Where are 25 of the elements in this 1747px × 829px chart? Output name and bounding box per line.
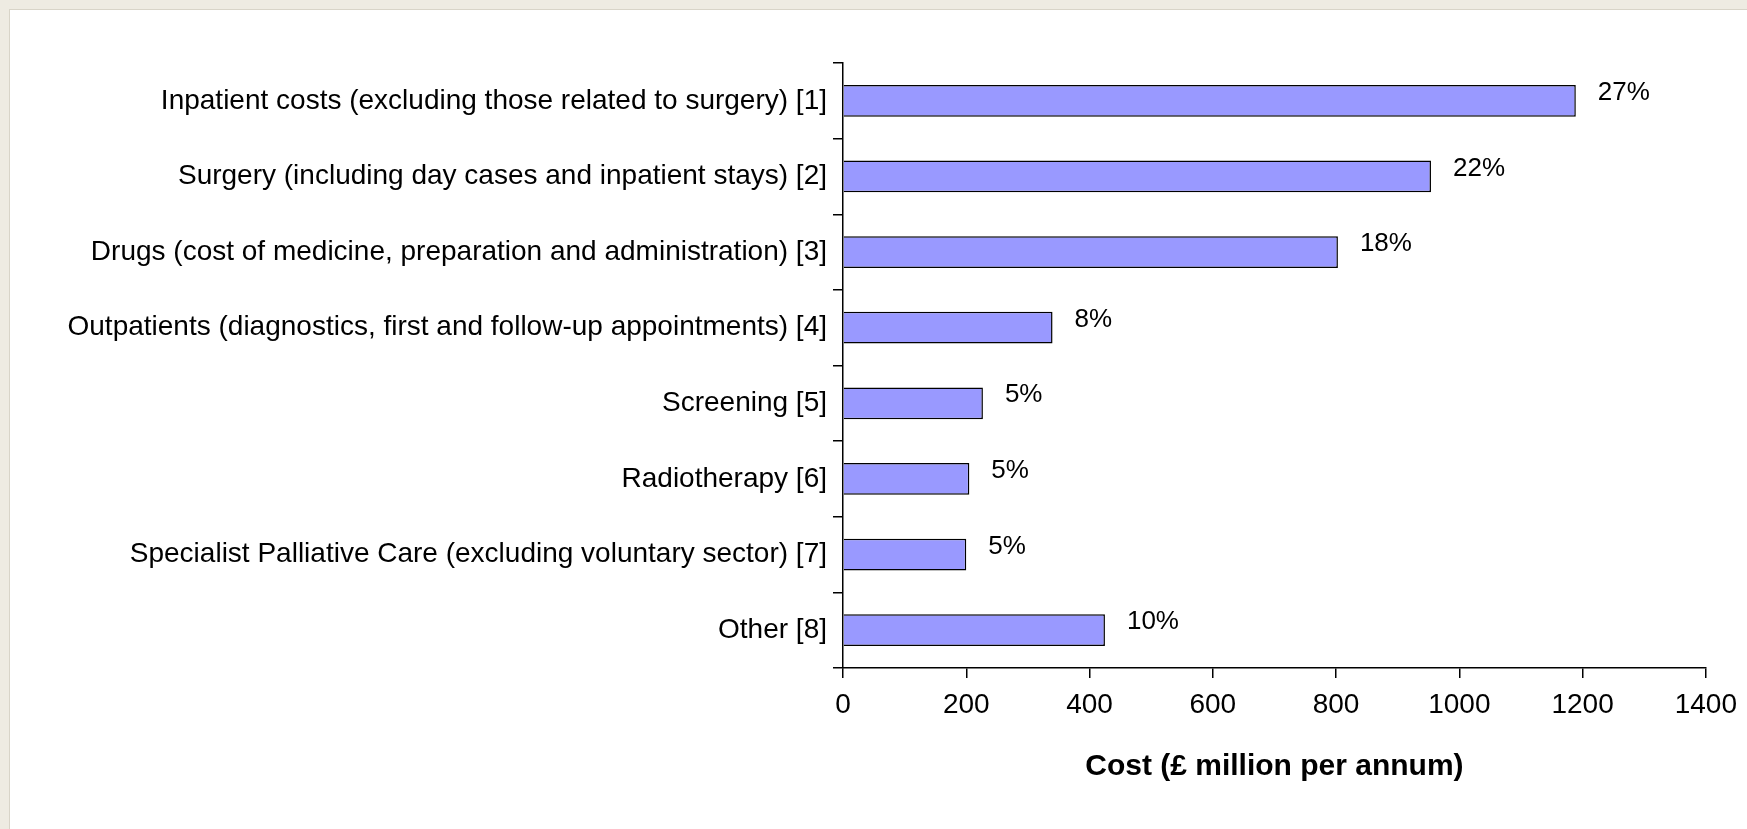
annotation: 5% [988,529,1026,560]
annotation: 10% [1126,605,1179,636]
y-tick-label: Drugs (cost of medicine, preparation and administration) [3] [90,234,827,266]
x-tick-label: 1200 [1551,687,1614,719]
y-tick-label: Surgery (including day cases and inpatient stays) [2] [177,159,827,191]
x-tick-label: 0 [835,687,851,719]
x-tick-label: 1400 [1674,687,1737,719]
x-axis-title: Cost (£ million per annum) [1085,748,1464,782]
x-tick-label: 800 [1312,687,1360,719]
y-tick-label: Outpatients (diagnostics, first and follow-up appointments) [4] [67,310,827,342]
annotation: 22% [1452,151,1506,182]
annotation: 5% [991,454,1029,485]
y-tick-label: Specialist Palliative Care (excluding voluntary sector) [7] [129,537,827,569]
x-tick-label: 1000 [1428,687,1491,719]
annotation: 27% [1597,75,1650,106]
x-tick-label: 400 [1066,687,1113,719]
y-tick-label: Screening [5] [662,386,827,418]
y-tick-label: Radiotherapy [6] [621,461,827,493]
annotation: 18% [1359,227,1412,258]
x-tick-label: 600 [1189,687,1237,719]
y-tick-label: Inpatient costs (excluding those related to surgery) [1] [160,83,827,115]
y-tick-label: Other [8] [718,612,827,644]
annotation: 5% [1004,378,1043,409]
annotation: 8% [1074,302,1113,333]
x-tick-label: 200 [942,687,990,719]
